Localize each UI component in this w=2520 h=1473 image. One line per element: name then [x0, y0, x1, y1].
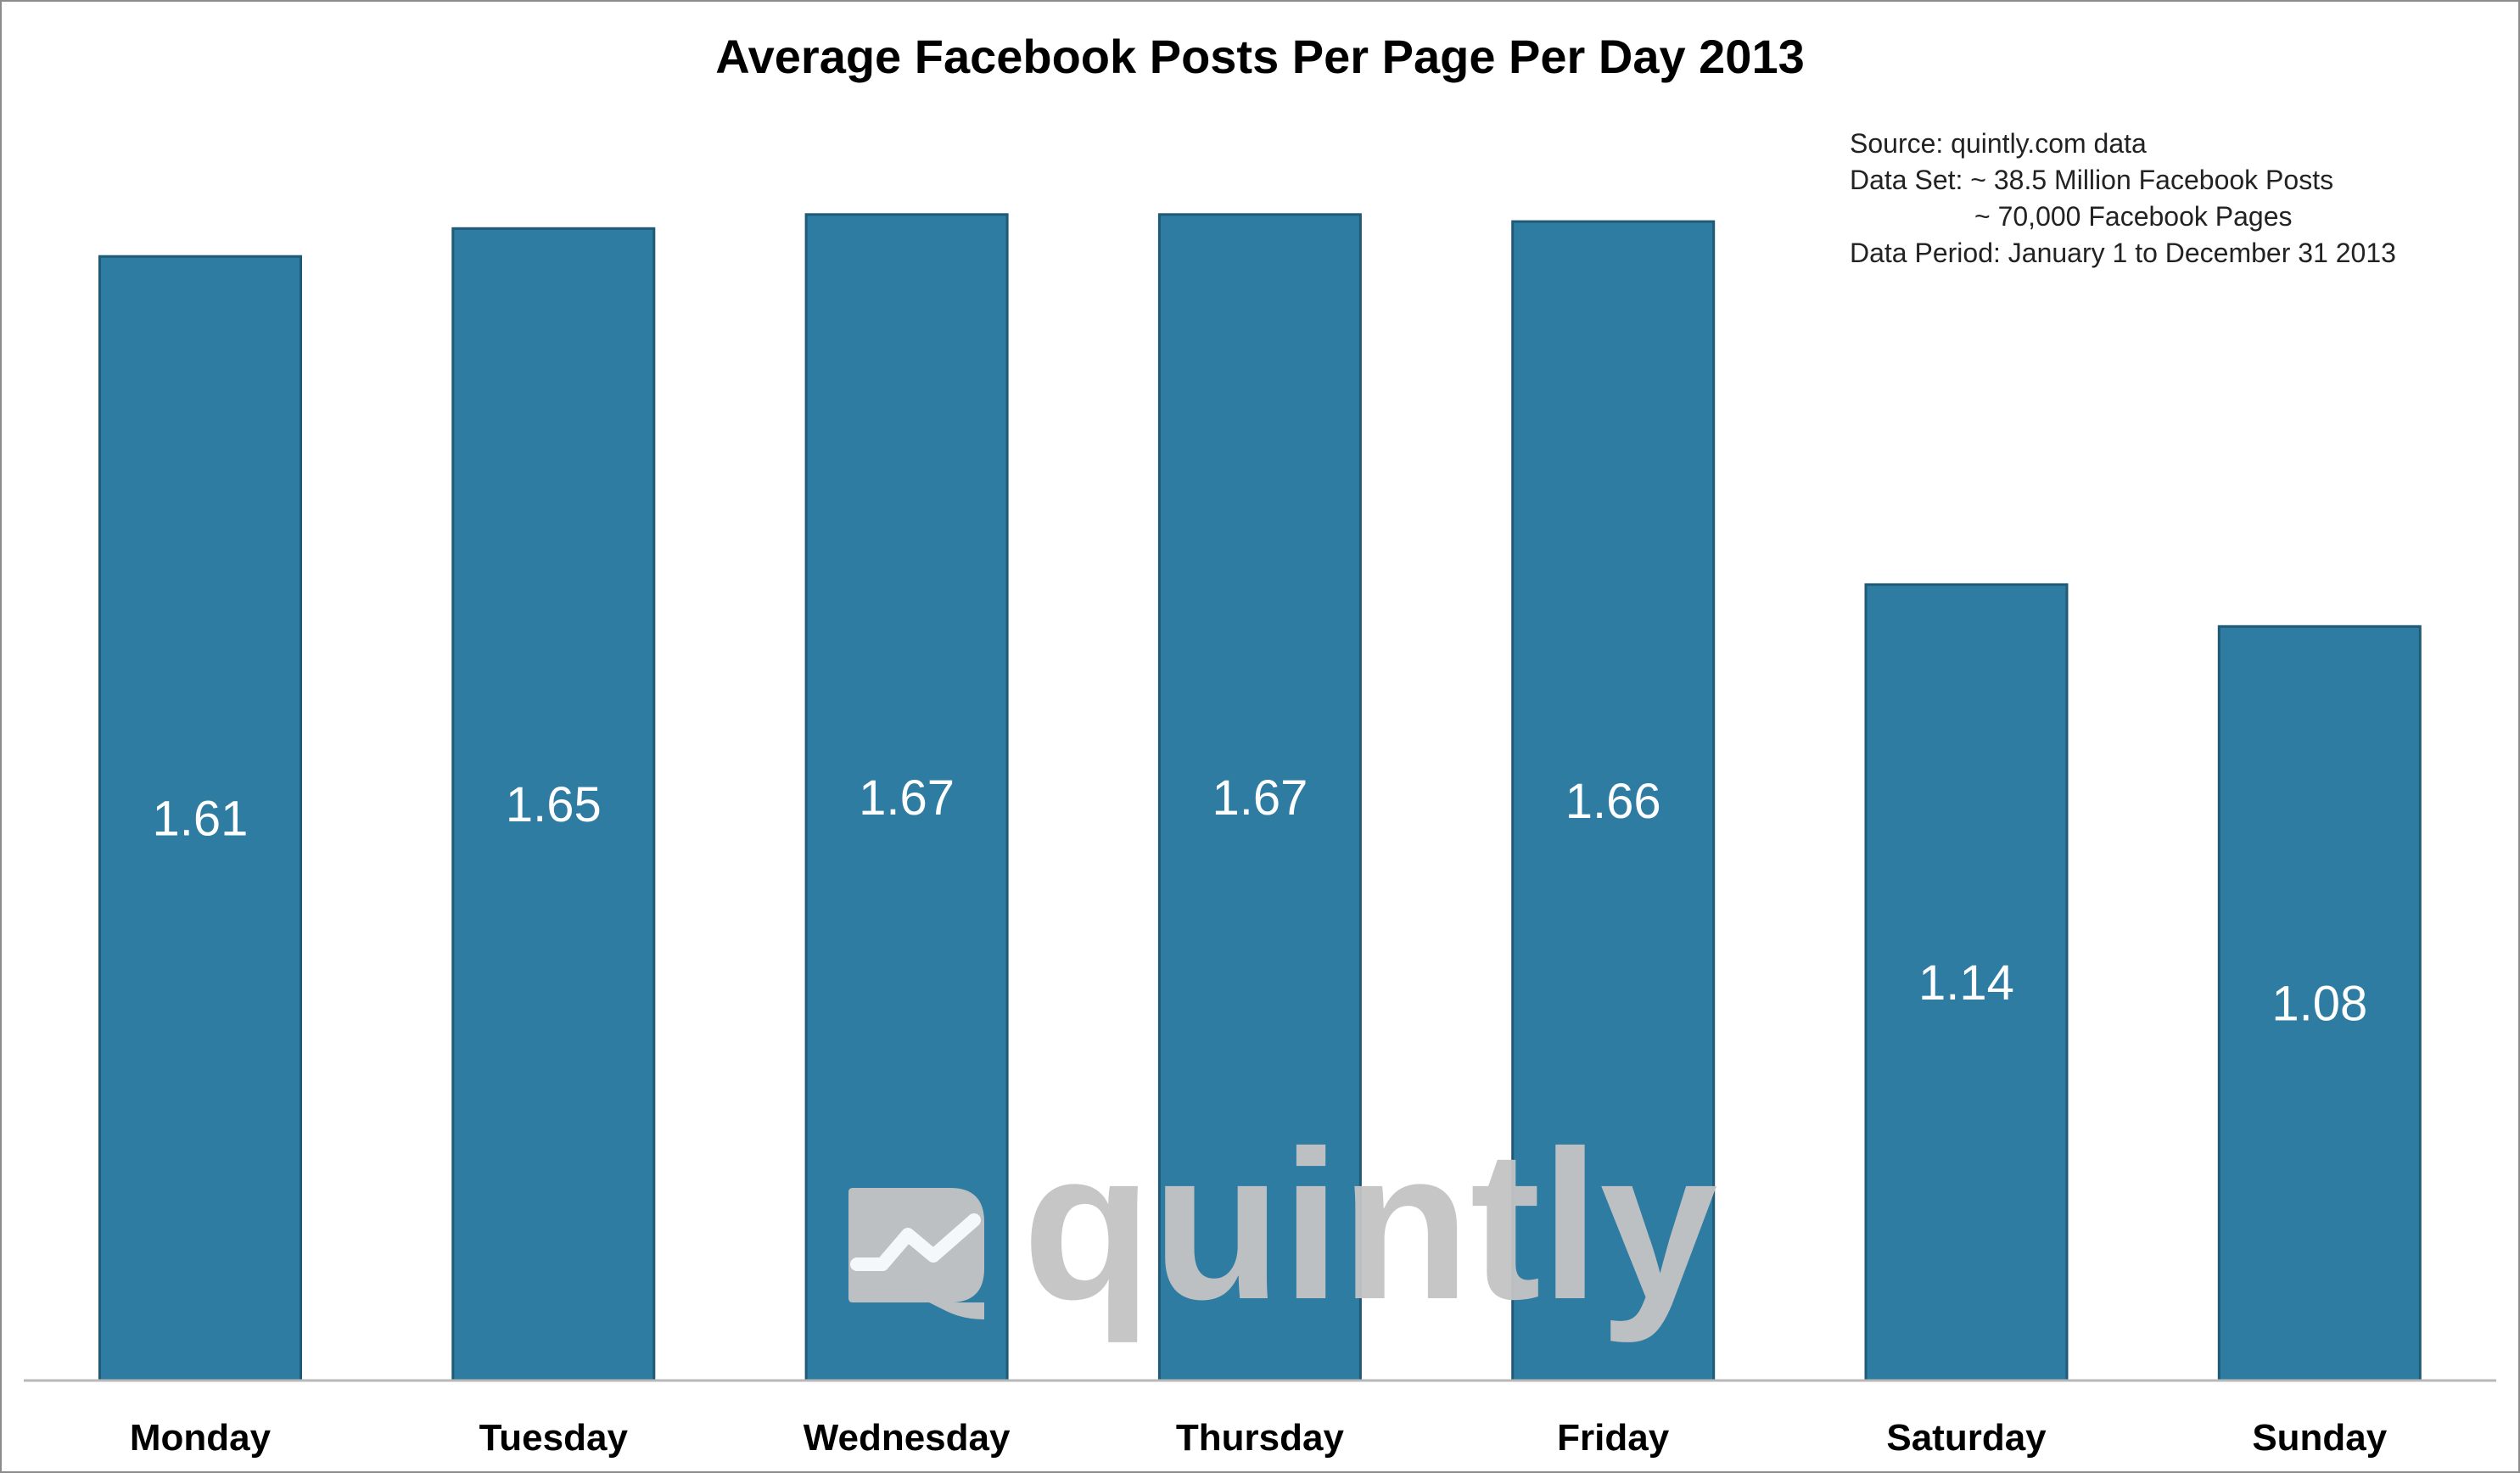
x-tick-label-wednesday: Wednesday	[804, 1417, 1011, 1459]
x-tick-label-saturday: Saturday	[1886, 1417, 2047, 1459]
value-label-thursday: 1.67	[1212, 770, 1308, 826]
quintly-wordmark: quintly	[1022, 1106, 1717, 1343]
bar-tuesday	[451, 227, 656, 1382]
value-labels: 1.61 1.65 1.67 1.67 1.66 1.14 1.08	[153, 770, 2368, 1032]
value-label-sunday: 1.08	[2271, 977, 2367, 1032]
bars-group	[98, 213, 2422, 1382]
quintly-logo-icon	[848, 1188, 984, 1319]
value-label-wednesday: 1.67	[859, 770, 955, 826]
value-label-tuesday: 1.65	[506, 777, 602, 832]
x-tick-label-monday: Monday	[130, 1417, 272, 1459]
chart-title: Average Facebook Posts Per Page Per Day …	[715, 30, 1805, 83]
dataset-posts-line: Data Set: ~ 38.5 Million Facebook Posts	[1850, 165, 2333, 195]
x-axis-labels: Monday Tuesday Wednesday Thursday Friday Satu…	[130, 1417, 2388, 1459]
bar-friday	[1511, 220, 1716, 1382]
value-label-friday: 1.66	[1565, 774, 1661, 829]
x-tick-label-friday: Friday	[1557, 1417, 1670, 1459]
source-annotation: Source: quintly.com data Data Set: ~ 38.…	[1850, 128, 2396, 268]
bar-thursday	[1157, 213, 1362, 1382]
x-tick-label-tuesday: Tuesday	[479, 1417, 629, 1459]
bar-wednesday	[804, 213, 1009, 1382]
dataset-pages-line: ~ 70,000 Facebook Pages	[1974, 201, 2293, 232]
quintly-watermark: quintly	[848, 1106, 1717, 1343]
data-period-line: Data Period: January 1 to December 31 20…	[1850, 238, 2396, 268]
value-label-monday: 1.61	[153, 792, 249, 847]
bar-sunday	[2217, 624, 2422, 1382]
bar-monday	[98, 255, 302, 1382]
x-tick-label-sunday: Sunday	[2252, 1417, 2387, 1459]
value-label-saturday: 1.14	[1918, 955, 2014, 1011]
source-line: Source: quintly.com data	[1850, 128, 2147, 159]
x-tick-label-thursday: Thursday	[1176, 1417, 1345, 1459]
